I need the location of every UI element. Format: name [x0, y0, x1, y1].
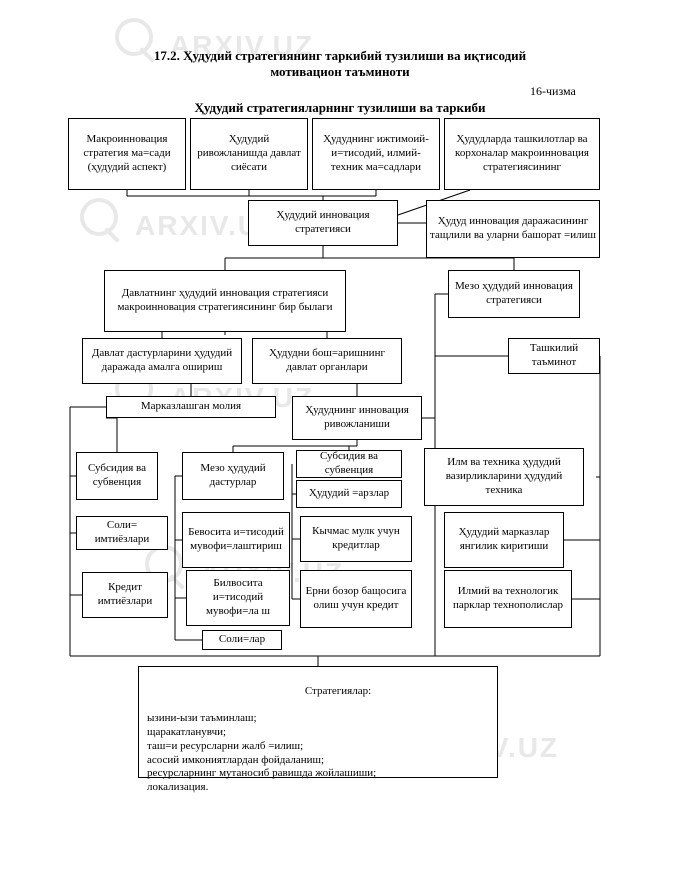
box-science-tech-parks: Илмий ва технологик парклар технополисла… [444, 570, 572, 628]
box-tax-benefits: Соли= имтиёзлари [76, 516, 168, 550]
box-meso-regional-innovation: Мезо ҳудудий инновация стратегияси [448, 270, 580, 318]
strategies-body: ызини-ызи таъминлаш; щаракатланувчи; таш… [147, 712, 489, 795]
box-direct-economic-coord: Бевосита и=тисодий мувофи=лаштириш [182, 512, 290, 568]
box-centralized-finance: Марказлашган молия [106, 396, 276, 418]
page-title-line2: мотивацион таъминоти [70, 64, 610, 80]
box-land-market-credit: Ерни бозор бащосига олиш учун кредит [300, 570, 412, 628]
box-regional-innovation-strategy: Ҳудудий инновация стратегияси [248, 200, 398, 246]
box-org-support: Ташкилий таъминот [508, 338, 600, 374]
box-state-regional-innovation: Давлатнинг ҳудудий инновация стратегияси… [104, 270, 346, 332]
box-state-policy: Ҳудудий ривожланишда давлат сиёсати [190, 118, 308, 190]
box-macro-innovation-goal: Макроинновация стратегия ма=сади (ҳудуди… [68, 118, 186, 190]
box-taxes: Соли=лар [202, 630, 282, 650]
subtitle: Ҳудудий стратегияларнинг тузилиши ва тар… [110, 100, 570, 116]
box-innovation-level-analysis: Ҳудуд инновация даражасининг тащлили ва … [426, 200, 600, 258]
box-subsidy-subvention-1: Субсидия ва субвенция [76, 452, 158, 500]
box-state-programs-regional: Давлат дастурларини ҳудудий даражада ама… [82, 338, 242, 384]
box-science-tech-ministries: Илм ва техника ҳудудий вазирликларини ҳу… [424, 448, 584, 506]
box-real-estate-credit: Кычмас мулк учун кредитлар [300, 516, 412, 562]
box-regional-loans: Ҳудудий =арзлар [296, 480, 402, 508]
watermark-glass [80, 198, 130, 248]
box-credit-benefits: Кредит имтиёзлари [82, 572, 168, 618]
box-org-macro-strategy: Ҳудудларда ташкилотлар ва корхоналар мак… [444, 118, 600, 190]
box-regional-innovation-dev: Ҳудуднинг инновация ривожланиши [292, 396, 422, 440]
box-indirect-economic-coord: Билвосита и=тисодий мувофи=ла ш [186, 570, 290, 626]
page-title-line1: 17.2. Ҳудудий стратегиянинг таркибий туз… [70, 48, 610, 64]
scheme-label: 16-чизма [530, 84, 576, 99]
strategies-title: Стратегиялар: [147, 685, 489, 699]
box-strategies: Стратегиялар: ызини-ызи таъминлаш; щарак… [138, 666, 498, 778]
box-regional-centers-innovation: Ҳудудий марказлар янгилик киритиши [444, 512, 564, 568]
box-social-economic-goals: Ҳудуднинг ижтимоий-и=тисодий, илмий-техн… [312, 118, 440, 190]
box-meso-regional-programs: Мезо ҳудудий дастурлар [182, 452, 284, 500]
box-state-governance-bodies: Ҳудудни бош=аришнинг давлат органлари [252, 338, 402, 384]
box-subsidy-subvention-2: Субсидия ва субвенция [296, 450, 402, 478]
